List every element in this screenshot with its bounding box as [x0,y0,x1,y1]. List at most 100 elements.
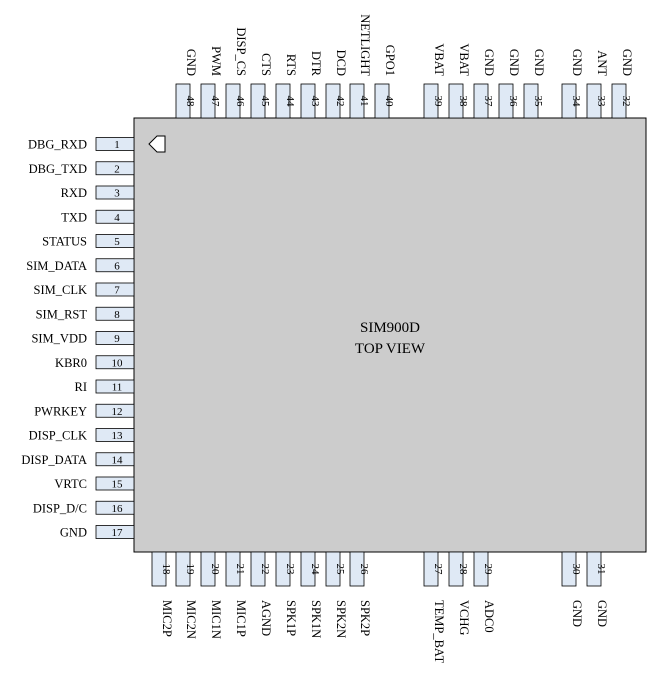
pin-47: 47 PWM [200,46,223,119]
pin-pad [374,83,390,119]
pin-10: 10 KBR0 [55,355,135,370]
pin-11: 11 RI [75,379,135,394]
pin-pad [200,83,216,119]
pin-pad [448,551,464,587]
pin-pad [95,331,135,345]
pin-label: TXD [61,210,87,224]
pin-number: 39 [432,96,444,108]
pin-44: 44 RTS [275,54,298,119]
pin-13: 13 DISP_CLK [29,428,135,443]
pin-pad [95,452,135,467]
pin-label: GND [184,49,198,76]
pin-number: 43 [309,96,321,108]
pin-label: GND [507,49,521,76]
pin-number: 22 [259,564,271,575]
pin-number: 32 [620,96,632,107]
pin-number: 17 [112,527,124,539]
pin-number: 3 [114,188,120,200]
pin-pad [95,137,135,151]
pin-number: 28 [457,564,469,576]
pin-33: 33 ANT [586,50,609,119]
pin-pad [300,551,316,587]
pin-number: 20 [209,564,221,576]
pin-label: MIC2P [160,600,174,637]
pin-pad [561,83,577,119]
pin-number: 46 [234,96,246,108]
pin-label: PWM [209,46,223,76]
pin-35: 35 GND [523,49,546,119]
pin-21: 21 MIC1P [225,551,248,637]
pin-number: 8 [114,309,120,321]
left-pin-group: 1 DBG_RXD 2 DBG_TXD 3 RXD 4 TXD 5 STATUS 6 SIM_DATA… [21,137,135,540]
pin-pad [95,258,135,273]
pin-42: 42 DCD [325,50,348,119]
pin-number: 27 [432,564,444,576]
pin-25: 25 SPK2N [325,551,348,638]
pin-number: 47 [209,96,221,108]
pin-23: 23 SPK1P [275,551,298,636]
pin-label: DBG_TXD [29,162,87,176]
pin-41: 41 NETLIGHT [349,14,372,119]
pin-label: DISP_D/C [33,501,87,515]
pin-label: MIC1N [209,600,223,639]
pin-number: 30 [570,564,582,576]
pin-number: 4 [114,212,120,224]
pin-label: MIC2N [184,600,198,639]
pin-16: 16 DISP_D/C [33,500,135,515]
pin-pad [95,185,135,200]
pin-label: DISP_CS [234,27,248,76]
pin-pad [300,83,316,119]
pin-pad [95,500,135,515]
pin-number: 16 [112,503,124,515]
chip-body [133,117,647,553]
pin-37: 37 GND [473,49,496,119]
pin-label: SPK1N [309,600,323,638]
pin-18: 18 MIC2P [151,551,174,637]
pin-6: 6 SIM_DATA [26,258,135,273]
pin-pad [349,551,365,587]
pin-number: 19 [184,564,196,576]
pin-pad [95,428,135,442]
pin-2: 2 DBG_TXD [29,161,135,176]
pin-30: 30 GND [561,551,584,627]
pin-number: 37 [482,96,494,108]
pin-pad [349,83,365,119]
pin-label: GND [620,49,634,76]
pin-label: DISP_DATA [21,453,87,467]
pin-number: 33 [595,96,607,108]
pin-label: STATUS [42,235,87,249]
pin-45: 45 CTS [250,53,273,119]
pin-4: 4 TXD [61,209,135,224]
pin-label: SPK2N [334,600,348,638]
top-pin-group: 48GND47PWM46DISP_CS45CTS44RTS43DTR42DCD4… [175,14,634,119]
pin-pad [473,83,489,119]
pin-pad [151,551,167,587]
pin-label: TEMP_BAT [432,600,446,664]
pin-label: VRTC [54,477,87,491]
pin-pad [586,551,602,587]
pin-label: SIM_CLK [34,283,87,297]
pin-pad [95,161,135,176]
pin-label: VCHG [457,600,471,635]
pin-number: 2 [114,163,120,175]
pin-label: RTS [284,54,298,76]
pin-pad [175,83,191,119]
pin-label: SIM_DATA [26,259,87,273]
pin-pad [423,551,439,587]
pin-label: GND [482,49,496,76]
pin-number: 41 [358,96,370,107]
pin-number: 26 [358,564,370,576]
pin-pad [175,551,191,587]
pin-12: 12 PWRKEY [34,403,135,418]
pin-pad [95,282,135,297]
pin-pad [523,83,539,119]
pin-8: 8 SIM_RST [36,306,135,321]
pin-label: DISP_CLK [29,429,87,443]
chip-name: SIM900D [360,320,420,336]
pin-pad [95,355,135,370]
pin-3: 3 RXD [61,185,135,200]
pin-label: RXD [61,186,87,200]
pin-number: 25 [334,564,346,576]
pin-number: 38 [457,96,469,108]
